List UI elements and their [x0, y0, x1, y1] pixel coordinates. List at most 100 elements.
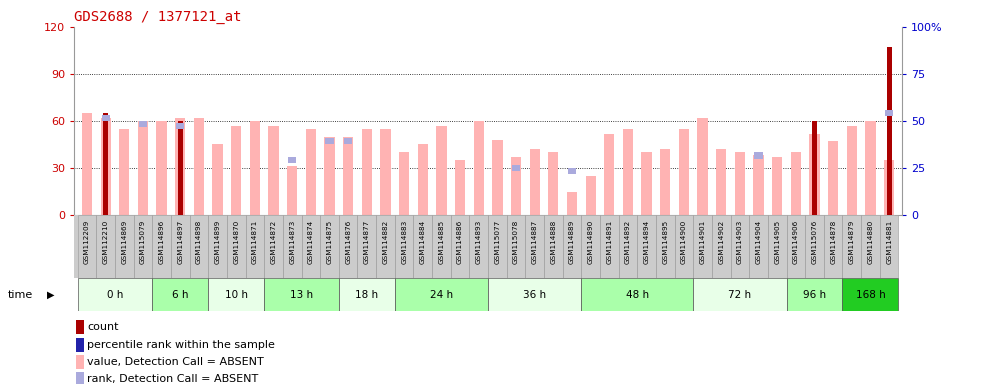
- Text: GSM115077: GSM115077: [494, 220, 501, 264]
- Text: GSM114899: GSM114899: [215, 220, 221, 264]
- Bar: [399, 152, 409, 215]
- Bar: [623, 129, 633, 215]
- Bar: [772, 157, 782, 215]
- Bar: [568, 168, 576, 174]
- Text: GSM114883: GSM114883: [401, 220, 407, 264]
- Bar: [97, 215, 115, 278]
- Bar: [76, 355, 84, 369]
- Text: 18 h: 18 h: [355, 290, 379, 300]
- Bar: [212, 144, 223, 215]
- Bar: [488, 278, 582, 311]
- Bar: [339, 215, 358, 278]
- Text: value, Detection Call = ABSENT: value, Detection Call = ABSENT: [87, 357, 264, 367]
- Text: GSM114906: GSM114906: [793, 220, 799, 264]
- Text: GSM114889: GSM114889: [569, 220, 575, 264]
- Text: GSM114887: GSM114887: [531, 220, 537, 264]
- Bar: [469, 215, 488, 278]
- Bar: [526, 215, 544, 278]
- Text: GSM114877: GSM114877: [364, 220, 370, 264]
- Text: GSM114886: GSM114886: [458, 220, 463, 264]
- Bar: [339, 278, 394, 311]
- Text: 24 h: 24 h: [430, 290, 453, 300]
- Text: GSM114903: GSM114903: [737, 220, 742, 264]
- Text: time: time: [8, 290, 34, 300]
- Text: 168 h: 168 h: [856, 290, 885, 300]
- Text: GSM114878: GSM114878: [830, 220, 836, 264]
- Text: GSM114884: GSM114884: [420, 220, 426, 264]
- Text: GSM114904: GSM114904: [755, 220, 761, 264]
- Bar: [473, 121, 484, 215]
- Bar: [246, 215, 264, 278]
- Text: 96 h: 96 h: [803, 290, 826, 300]
- Text: GSM114881: GSM114881: [886, 220, 892, 264]
- Text: GSM114897: GSM114897: [177, 220, 183, 264]
- Text: GSM114900: GSM114900: [681, 220, 687, 264]
- Bar: [885, 110, 893, 116]
- Text: 48 h: 48 h: [626, 290, 649, 300]
- Text: 72 h: 72 h: [729, 290, 751, 300]
- Bar: [716, 149, 727, 215]
- Bar: [152, 278, 208, 311]
- Bar: [567, 192, 577, 215]
- Text: GSM114872: GSM114872: [270, 220, 276, 264]
- Bar: [866, 121, 876, 215]
- Text: GSM114871: GSM114871: [251, 220, 258, 264]
- Bar: [884, 160, 894, 215]
- Bar: [787, 278, 842, 311]
- Text: GSM114880: GSM114880: [868, 220, 874, 264]
- Text: GSM114870: GSM114870: [234, 220, 240, 264]
- Text: rank, Detection Call = ABSENT: rank, Detection Call = ABSENT: [87, 374, 258, 384]
- Bar: [548, 152, 558, 215]
- Text: GSM114875: GSM114875: [326, 220, 332, 264]
- Bar: [176, 122, 184, 129]
- Bar: [861, 215, 880, 278]
- Bar: [76, 372, 84, 384]
- Text: GSM114879: GSM114879: [849, 220, 855, 264]
- Text: GSM114898: GSM114898: [196, 220, 202, 264]
- Text: 36 h: 36 h: [524, 290, 546, 300]
- Bar: [320, 215, 339, 278]
- Bar: [78, 278, 152, 311]
- Text: 13 h: 13 h: [290, 290, 314, 300]
- Bar: [119, 129, 129, 215]
- Bar: [104, 113, 108, 215]
- Bar: [208, 215, 227, 278]
- Text: GSM114885: GSM114885: [439, 220, 445, 264]
- Bar: [394, 278, 488, 311]
- Bar: [264, 278, 339, 311]
- Bar: [842, 278, 898, 311]
- Bar: [753, 156, 764, 215]
- Bar: [768, 215, 787, 278]
- Bar: [811, 121, 817, 215]
- Bar: [302, 215, 320, 278]
- Bar: [102, 115, 109, 121]
- Bar: [600, 215, 618, 278]
- Text: GSM114894: GSM114894: [644, 220, 650, 264]
- Text: ▶: ▶: [47, 290, 55, 300]
- Bar: [231, 126, 242, 215]
- Bar: [712, 215, 731, 278]
- Text: 0 h: 0 h: [106, 290, 123, 300]
- Bar: [381, 129, 390, 215]
- Bar: [362, 129, 372, 215]
- Bar: [824, 215, 842, 278]
- Bar: [376, 215, 394, 278]
- Text: GSM115076: GSM115076: [811, 220, 817, 264]
- Text: 10 h: 10 h: [225, 290, 247, 300]
- Bar: [582, 278, 693, 311]
- Text: GSM114895: GSM114895: [663, 220, 669, 264]
- Bar: [828, 141, 838, 215]
- Bar: [455, 160, 465, 215]
- Bar: [82, 113, 92, 215]
- Bar: [194, 118, 204, 215]
- Bar: [507, 215, 526, 278]
- Bar: [674, 215, 693, 278]
- Bar: [306, 129, 316, 215]
- Bar: [358, 215, 376, 278]
- Bar: [511, 157, 522, 215]
- Text: GSM114876: GSM114876: [345, 220, 351, 264]
- Bar: [512, 165, 521, 171]
- Text: GSM114901: GSM114901: [700, 220, 706, 264]
- Bar: [604, 134, 614, 215]
- Bar: [189, 215, 208, 278]
